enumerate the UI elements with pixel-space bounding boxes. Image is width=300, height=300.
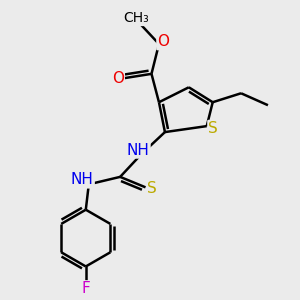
Text: NH: NH <box>127 142 149 158</box>
Text: S: S <box>147 181 157 196</box>
Text: O: O <box>158 34 169 49</box>
Text: S: S <box>208 121 218 136</box>
Text: CH₃: CH₃ <box>124 11 149 25</box>
Text: F: F <box>81 281 90 296</box>
Text: O: O <box>112 71 124 86</box>
Text: NH: NH <box>71 172 94 188</box>
